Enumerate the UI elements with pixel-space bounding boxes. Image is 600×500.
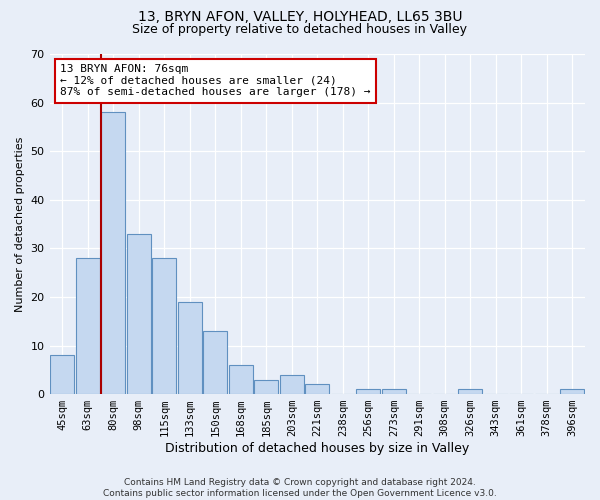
Text: 13, BRYN AFON, VALLEY, HOLYHEAD, LL65 3BU: 13, BRYN AFON, VALLEY, HOLYHEAD, LL65 3B… (138, 10, 462, 24)
Y-axis label: Number of detached properties: Number of detached properties (15, 136, 25, 312)
Bar (127, 234, 151, 394)
Bar (203, 331, 227, 394)
X-axis label: Distribution of detached houses by size in Valley: Distribution of detached houses by size … (165, 442, 469, 455)
Text: Size of property relative to detached houses in Valley: Size of property relative to detached ho… (133, 22, 467, 36)
Bar (229, 365, 253, 394)
Bar (382, 389, 406, 394)
Bar (178, 302, 202, 394)
Bar (280, 374, 304, 394)
Bar (76, 258, 100, 394)
Bar (254, 380, 278, 394)
Bar (305, 384, 329, 394)
Text: Contains HM Land Registry data © Crown copyright and database right 2024.
Contai: Contains HM Land Registry data © Crown c… (103, 478, 497, 498)
Bar (50, 355, 74, 394)
Bar (101, 112, 125, 394)
Bar (152, 258, 176, 394)
Bar (458, 389, 482, 394)
Text: 13 BRYN AFON: 76sqm
← 12% of detached houses are smaller (24)
87% of semi-detach: 13 BRYN AFON: 76sqm ← 12% of detached ho… (60, 64, 371, 98)
Bar (356, 389, 380, 394)
Bar (560, 389, 584, 394)
